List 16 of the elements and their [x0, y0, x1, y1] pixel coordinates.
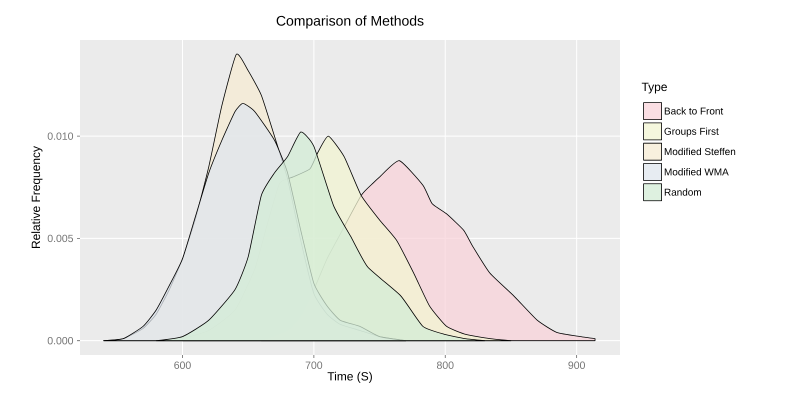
x-tick-label: 600: [174, 362, 191, 369]
legend-title: Type: [642, 82, 667, 94]
y-axis-title: Relative Frequency: [31, 146, 42, 248]
legend-label: Modified Steffen: [664, 148, 736, 156]
x-tick-label: 900: [568, 362, 585, 369]
x-tick-label: 700: [306, 362, 322, 369]
chart-title: Comparison of Methods: [276, 15, 424, 28]
legend-label: Groups First: [664, 128, 719, 137]
legend-label: Random: [664, 188, 701, 196]
x-tick-label: 800: [436, 362, 454, 369]
x-axis-title: Time (S): [328, 372, 372, 383]
y-tick-label: 0.010: [48, 132, 74, 140]
legend-label: Modified WMA: [664, 168, 729, 176]
legend-label: Back to Front: [664, 107, 724, 115]
y-tick-label: 0.005: [48, 234, 74, 242]
y-tick-label: 0.000: [48, 336, 74, 344]
